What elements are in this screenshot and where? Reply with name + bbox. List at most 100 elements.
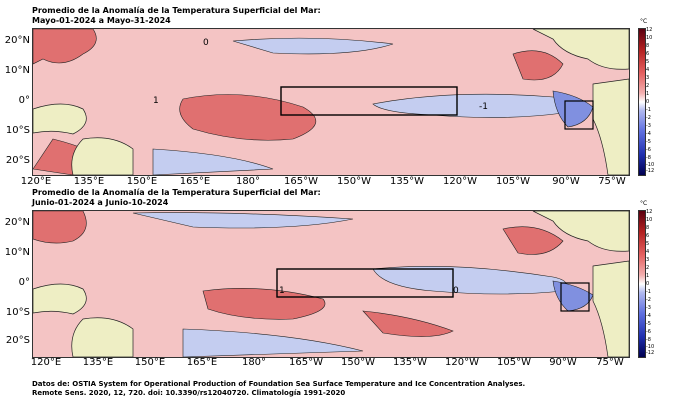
lon-label: 120°E [30,357,62,368]
lon-label: 165°W [284,176,318,187]
colorbar-tick: 5 [646,241,650,247]
lon-label: 120°W [443,176,477,187]
lon-label: 150°E [126,176,158,187]
colorbar-tick: -4 [646,131,651,137]
warm-patch-nw [33,211,87,244]
lon-label: 120°W [445,357,479,368]
colorbar-tick: 2 [646,83,650,89]
colorbar-unit: °C [640,18,648,25]
land-australia [71,137,134,175]
map-canvas: 0 1 -1 [33,29,629,175]
colorbar-tick: 3 [646,75,650,81]
lon-label: 150°W [341,357,375,368]
nino12-box [560,282,590,312]
lon-label: 150°E [134,357,166,368]
colorbar-tick: -3 [646,123,651,129]
colorbar-tick: 3 [646,257,650,263]
land-new-guinea [33,283,87,315]
nino12-box [564,100,594,130]
colorbar-tick: -5 [646,321,651,327]
colorbar-tick: -1 [646,107,651,113]
lon-label: 105°W [497,357,531,368]
lon-label: 135°W [393,357,427,368]
colorbar-tick: 2 [646,265,650,271]
warm-patch-southeast [362,310,454,337]
lat-label: 10°N [4,247,30,258]
colorbar-tick: 1 [646,273,650,279]
lon-label: 135°W [390,176,424,187]
colorbar-tick: -3 [646,305,651,311]
colorbar [638,28,646,176]
colorbar-tick: -4 [646,313,651,319]
lon-label: 105°W [496,176,530,187]
colorbar-tick: 6 [646,51,650,57]
cool-patch-coastal [552,90,594,128]
colorbar-tick: -6 [646,147,651,153]
land-new-guinea [33,103,87,135]
title-line-1: Promedio de la Anomalía de la Temperatur… [32,188,321,197]
lon-label: 75°W [596,357,624,368]
lon-label: 165°E [179,176,211,187]
colorbar-tick: 10 [646,35,653,41]
colorbar-tick: -6 [646,329,651,335]
source-credit-line-2: Remote Sens. 2020, 12, 720. doi: 10.3390… [32,389,346,397]
colorbar-tick: -10 [646,162,655,168]
colorbar-ticks: 12 10 8 6 5 4 3 2 1 0 -1 -2 -3 -4 -5 -6 … [646,28,666,174]
colorbar-tick: -12 [646,168,655,174]
panel-title: Promedio de la Anomalía de la Temperatur… [32,188,321,208]
warm-patch-east [512,50,564,81]
lon-label: 75°W [598,176,626,187]
title-line-2: Mayo-01-2024 a Mayo-31-2024 [32,16,171,25]
colorbar-tick: -8 [646,155,651,161]
cool-patch-south [182,328,364,357]
colorbar-tick: 0 [646,99,650,105]
source-credit: Datos de: OSTIA System for Operational P… [32,380,525,398]
sst-anomaly-map: 1 0 [32,210,630,358]
warm-patch-east [502,226,564,255]
lon-label: 165°E [186,357,218,368]
land-central-america [532,211,629,252]
colorbar-tick: 8 [646,43,650,49]
land-south-america [592,260,629,357]
lat-label: 20°S [5,155,30,166]
colorbar-tick: 12 [646,27,653,33]
lon-label: 180° [241,357,267,368]
lat-label: 10°S [5,125,30,136]
lon-label: 135°E [73,176,105,187]
panel-title: Promedio de la Anomalía de la Temperatur… [32,6,321,26]
title-line-1: Promedio de la Anomalía de la Temperatur… [32,6,321,15]
contour-label: 1 [153,96,159,106]
sst-anomaly-map: 0 1 -1 [32,28,630,176]
colorbar-tick: 4 [646,67,650,73]
colorbar-ticks: 12 10 8 6 5 4 3 2 1 0 -1 -2 -3 -4 -5 -6 … [646,210,666,356]
nino-box [276,268,454,298]
lon-label: 90°W [549,357,577,368]
colorbar-tick: -10 [646,344,655,350]
lat-label: 0° [18,95,30,106]
lon-label: 165°W [289,357,323,368]
cool-patch-coastal [552,280,594,312]
contour-label: 0 [453,286,459,296]
colorbar-tick: 0 [646,281,650,287]
lon-label: 120°E [20,176,52,187]
contour-label: 1 [279,286,285,296]
colorbar-tick: 1 [646,91,650,97]
cool-patch-north [232,37,394,55]
lon-label: 150°W [337,176,371,187]
warm-patch-nw [33,29,97,65]
contour-label: 0 [203,38,209,48]
title-line-2: Junio-01-2024 a Junio-10-2024 [32,198,169,207]
colorbar-tick: -8 [646,337,651,343]
colorbar-tick: -1 [646,289,651,295]
lat-label: 10°S [5,307,30,318]
colorbar-tick: 12 [646,209,653,215]
colorbar [638,210,646,358]
lon-label: 90°W [552,176,580,187]
land-central-america [532,29,629,70]
map-canvas: 1 0 [33,211,629,357]
colorbar-tick: -2 [646,297,651,303]
colorbar-tick: 10 [646,217,653,223]
cool-patch-north [132,212,354,229]
lat-label: 10°N [4,65,30,76]
lat-label: 0° [18,277,30,288]
